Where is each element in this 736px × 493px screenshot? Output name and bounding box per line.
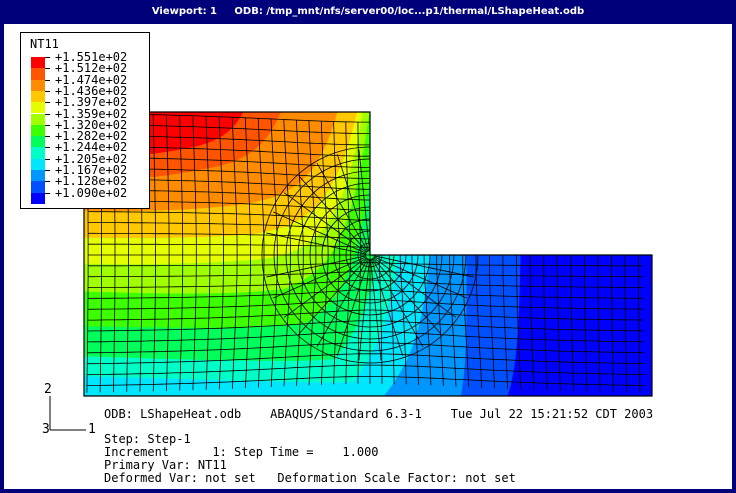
primary-var-info: Primary Var: NT11 [104,458,227,472]
deformed-var-info: Deformed Var: not set Deformation Scale … [104,471,516,485]
legend-label: +1.397e+02 [55,95,128,110]
legend-swatch [31,147,45,159]
legend-swatch [31,57,45,69]
legend-swatch [31,68,45,80]
legend-swatch [31,102,45,114]
legend-tick [45,170,50,171]
step-info: Step: Step-1 [104,432,191,446]
viewport-canvas[interactable]: NT11 +1.551e+02 +1.512e+02 +1.474e+02 +1.43… [4,24,732,489]
legend-label: +1.128e+02 [55,174,128,189]
legend-label: +1.474e+02 [55,72,128,87]
legend-swatch [31,79,45,91]
legend-tick [45,147,50,149]
legend-tick [45,192,50,194]
increment-info: Increment 1: Step Time = 1.000 [104,445,379,459]
legend-swatch [31,124,45,137]
part-outline [83,111,653,397]
legend-tick [45,68,50,70]
legend-label: +1.090e+02 [55,185,128,200]
legend-tick [45,90,50,92]
legend-swatch [31,158,45,170]
legend-swatch [31,181,45,193]
legend-tick [45,124,50,126]
legend-swatch [31,136,45,148]
legend-tick [45,158,50,160]
legend-swatch [31,192,45,204]
legend-tick [45,136,50,138]
triad-y-label: 2 [44,382,52,397]
triad-z-label: 3 [42,422,50,437]
odb-info-line: ODB: LShapeHeat.odb ABAQUS/Standard 6.3-… [104,407,654,421]
legend-tick [45,113,50,115]
legend-tick [45,181,50,183]
legend-swatch [31,90,45,103]
legend-label: +1.436e+02 [55,83,128,98]
axis-triad: 2 1 3 [40,382,100,437]
legend-label: +1.244e+02 [55,140,128,155]
legend-tick [45,57,50,58]
legend-label: +1.359e+02 [55,106,128,121]
legend-label: +1.320e+02 [55,117,128,132]
legend-label: +1.551e+02 [55,50,128,64]
legend-title: NT11 [30,37,59,51]
legend-tick [45,79,50,81]
legend-swatch [31,113,45,125]
legend-label: +1.512e+02 [55,61,128,76]
legend-swatch [31,170,45,182]
legend-label: +1.167e+02 [55,163,128,177]
triad-x-label: 1 [88,422,96,437]
legend-label: +1.205e+02 [55,151,128,166]
contour-legend: NT11 +1.551e+02 +1.512e+02 +1.474e+02 +1.43… [20,32,150,209]
viewport-title-bar: Viewport: 1 ODB: /tmp_mnt/nfs/server00/l… [0,0,736,24]
legend-label: +1.282e+02 [55,129,128,144]
legend-tick [45,102,50,104]
